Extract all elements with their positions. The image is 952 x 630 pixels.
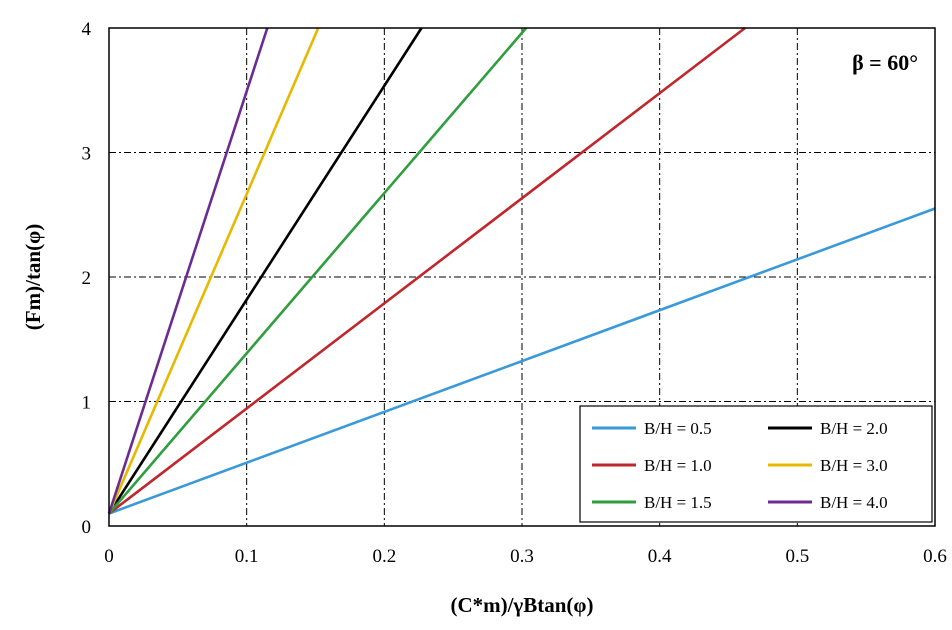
series-line-4	[108, 27, 528, 515]
x-tick-label: 0	[104, 546, 114, 567]
legend-label: B/H = 4.0	[820, 493, 888, 512]
legend-label: B/H = 1.0	[644, 456, 712, 475]
x-tick-label: 0.4	[648, 546, 672, 567]
y-tick-label: 1	[82, 393, 92, 414]
legend-label: B/H = 0.5	[644, 419, 712, 438]
y-tick-label: 3	[82, 144, 92, 165]
beta-annotation: β = 60°	[852, 50, 918, 75]
tick-labels: 0 0.1 0.2 0.3 0.4 0.5 0.6 0 1 2 3 4	[82, 19, 947, 567]
series-line-1	[107, 27, 423, 515]
x-tick-label: 0.5	[785, 546, 809, 567]
legend: B/H = 0.5 B/H = 2.0 B/H = 1.0 B/H = 3.0 B/H …	[579, 405, 933, 523]
x-axis-title: (C*m)/γBtan(φ)	[450, 593, 593, 617]
x-tick-label: 0.2	[372, 546, 396, 567]
x-tick-label: 0.1	[235, 546, 259, 567]
series-lines	[107, 26, 936, 515]
y-tick-label: 2	[82, 268, 92, 289]
series-line-5	[107, 27, 269, 514]
y-axis-title: (Fm)/tan(φ)	[21, 224, 45, 330]
series-line-2	[108, 26, 746, 515]
x-tick-label: 0.6	[923, 546, 947, 567]
plot-frame	[108, 27, 936, 527]
legend-label: B/H = 2.0	[820, 419, 888, 438]
y-tick-label: 0	[82, 517, 92, 538]
legend-label: B/H = 3.0	[820, 456, 888, 475]
legend-box	[579, 405, 933, 523]
x-tick-label: 0.3	[510, 546, 534, 567]
series-line-0	[108, 207, 936, 515]
legend-label: B/H = 1.5	[644, 493, 712, 512]
series-line-3	[107, 27, 320, 515]
y-tick-label: 4	[82, 19, 92, 40]
